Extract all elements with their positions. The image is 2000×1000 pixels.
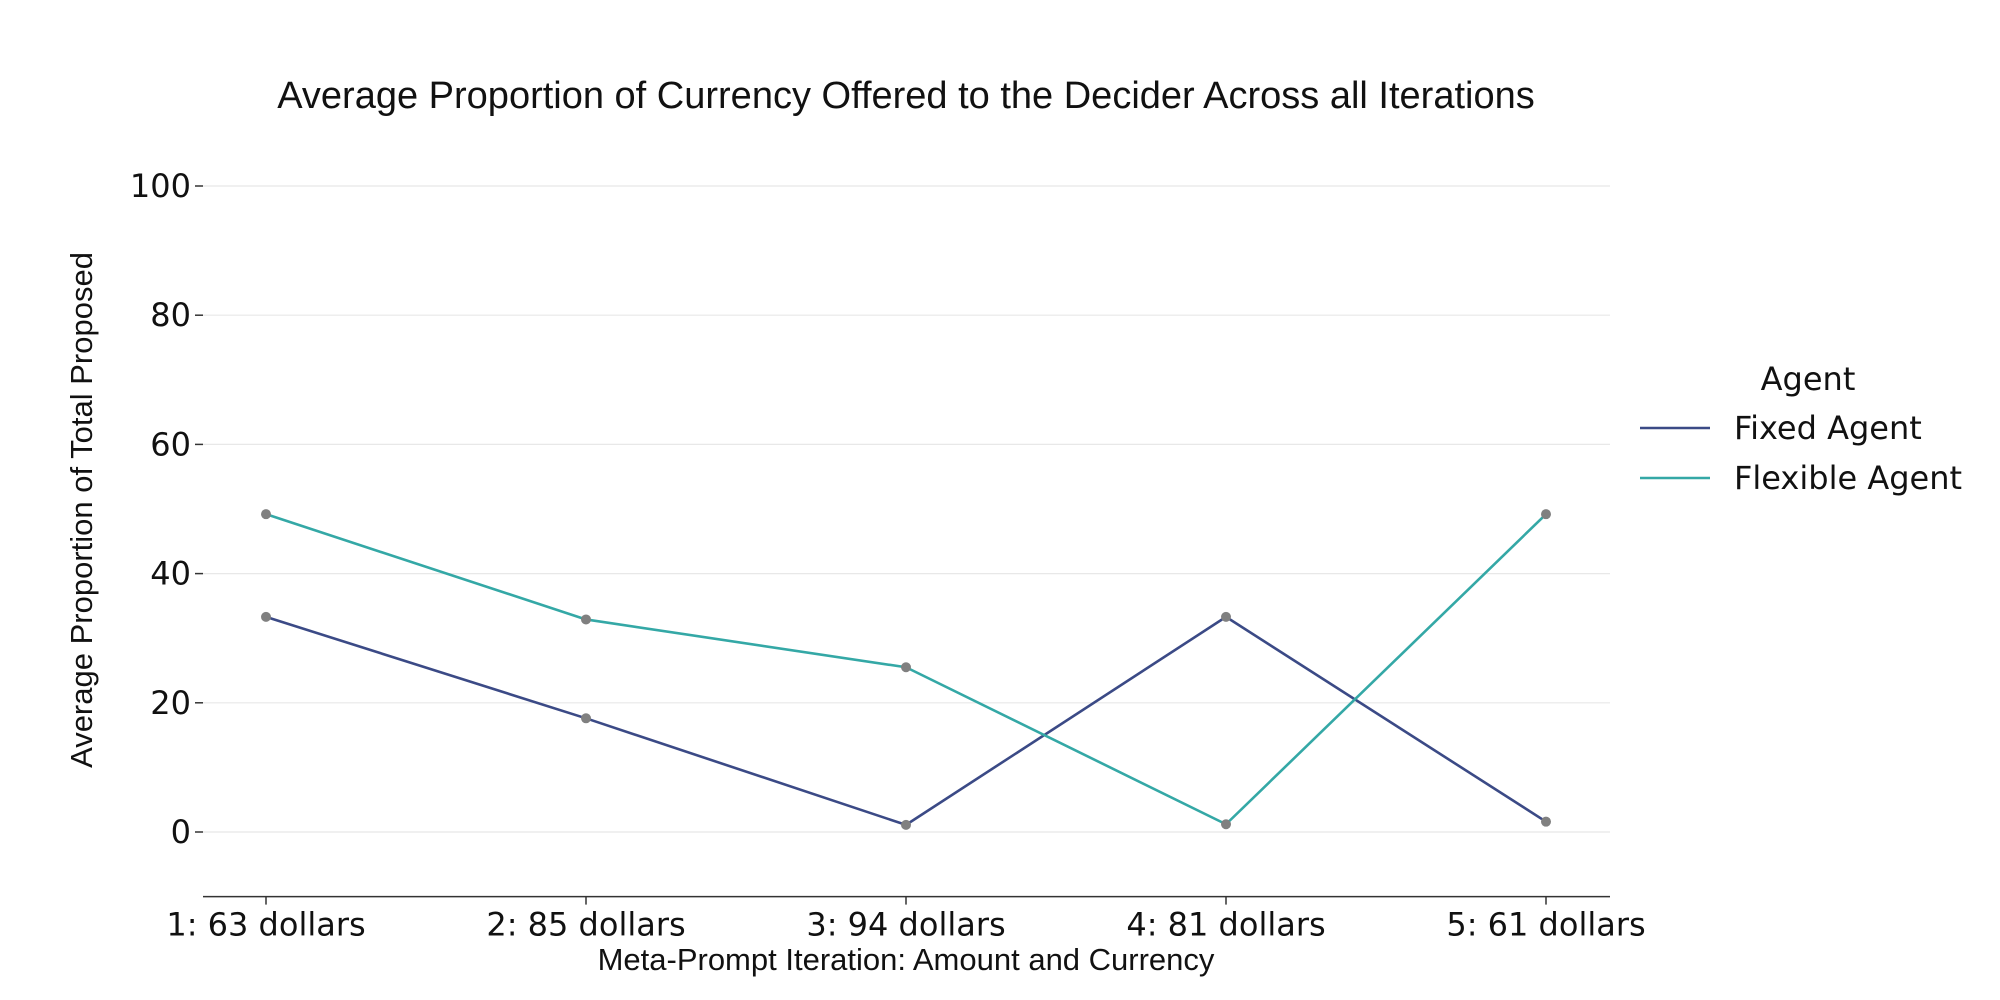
y-tick-label: 80 [150,296,191,334]
legend-items: Fixed Agent Flexible Agent [1640,409,1962,497]
y-axis-label: Average Proportion of Total Proposed [64,252,99,768]
x-tick-label: 2: 85 dollars [486,906,685,944]
x-tick-label: 5: 61 dollars [1446,906,1645,944]
grid-lines [203,185,1610,833]
data-point [581,713,591,724]
x-tick-label: 4: 81 dollars [1126,906,1325,944]
data-point [261,509,271,520]
legend: Agent Fixed Agent Flexible Agent [1640,360,1962,497]
chart-title: Average Proportion of Currency Offered t… [277,75,1534,117]
legend-title: Agent [1761,360,1856,398]
y-tick-label: 100 [130,167,191,205]
x-tick-label: 1: 63 dollars [166,906,365,944]
data-point [1221,819,1231,830]
data-point [1541,816,1551,827]
data-point [901,662,911,673]
x-tick-label: 3: 94 dollars [806,906,1005,944]
y-axis-ticks: 0 20 40 60 80 100 [130,167,203,851]
data-point [261,611,271,622]
x-axis-label: Meta-Prompt Iteration: Amount and Curren… [598,942,1215,977]
data-point [1221,611,1231,622]
series-line-1 [265,615,1547,827]
y-tick-label: 60 [150,425,191,463]
data-point [901,819,911,830]
legend-label: Fixed Agent [1734,409,1922,447]
data-points [261,509,1551,830]
data-point [1541,509,1551,520]
y-tick-label: 20 [150,684,191,722]
y-tick-label: 40 [150,555,191,593]
legend-label: Flexible Agent [1734,459,1962,497]
x-axis-ticks: 1: 63 dollars 2: 85 dollars 3: 94 dollars 4… [166,896,1646,944]
y-tick-label: 0 [171,813,191,851]
data-point [581,614,591,625]
